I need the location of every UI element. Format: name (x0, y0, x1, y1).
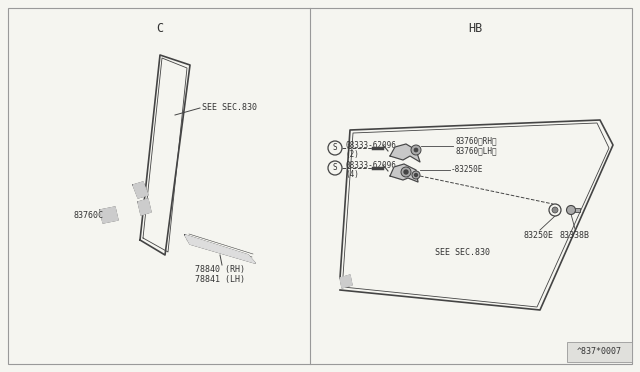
Circle shape (411, 145, 421, 155)
Text: 83338B: 83338B (560, 231, 590, 240)
Circle shape (401, 167, 411, 177)
Text: (2): (2) (345, 151, 359, 160)
Text: S: S (333, 144, 337, 153)
FancyBboxPatch shape (567, 342, 632, 362)
Bar (575, 208, 580, 212)
Circle shape (566, 205, 575, 215)
Text: 83760〈RH〉: 83760〈RH〉 (455, 136, 497, 145)
Polygon shape (138, 199, 151, 215)
Polygon shape (100, 207, 118, 223)
Text: (4): (4) (345, 170, 359, 180)
Polygon shape (390, 164, 418, 182)
Polygon shape (340, 275, 352, 288)
Text: SEE SEC.830: SEE SEC.830 (202, 103, 257, 112)
Circle shape (415, 173, 417, 176)
Circle shape (549, 204, 561, 216)
Text: HB: HB (468, 22, 482, 35)
Polygon shape (185, 235, 255, 263)
Text: 08333-62096: 08333-62096 (345, 160, 396, 170)
Circle shape (412, 171, 420, 179)
Text: 08333-62096: 08333-62096 (345, 141, 396, 150)
Text: 83250E: 83250E (524, 231, 554, 240)
Text: 78840 (RH): 78840 (RH) (195, 265, 245, 274)
Polygon shape (133, 182, 148, 198)
Text: 83760〈LH〉: 83760〈LH〉 (455, 146, 497, 155)
Text: 83760C: 83760C (73, 211, 103, 220)
Text: SEE SEC.830: SEE SEC.830 (435, 248, 490, 257)
Circle shape (552, 207, 558, 213)
Circle shape (328, 161, 342, 175)
Circle shape (404, 170, 408, 174)
Text: ^837*0007: ^837*0007 (577, 347, 621, 356)
Text: C: C (156, 22, 164, 35)
Circle shape (328, 141, 342, 155)
Circle shape (414, 148, 418, 152)
Polygon shape (390, 144, 420, 162)
Text: -83250E: -83250E (451, 166, 483, 174)
Text: S: S (333, 164, 337, 173)
Text: 78841 (LH): 78841 (LH) (195, 275, 245, 284)
